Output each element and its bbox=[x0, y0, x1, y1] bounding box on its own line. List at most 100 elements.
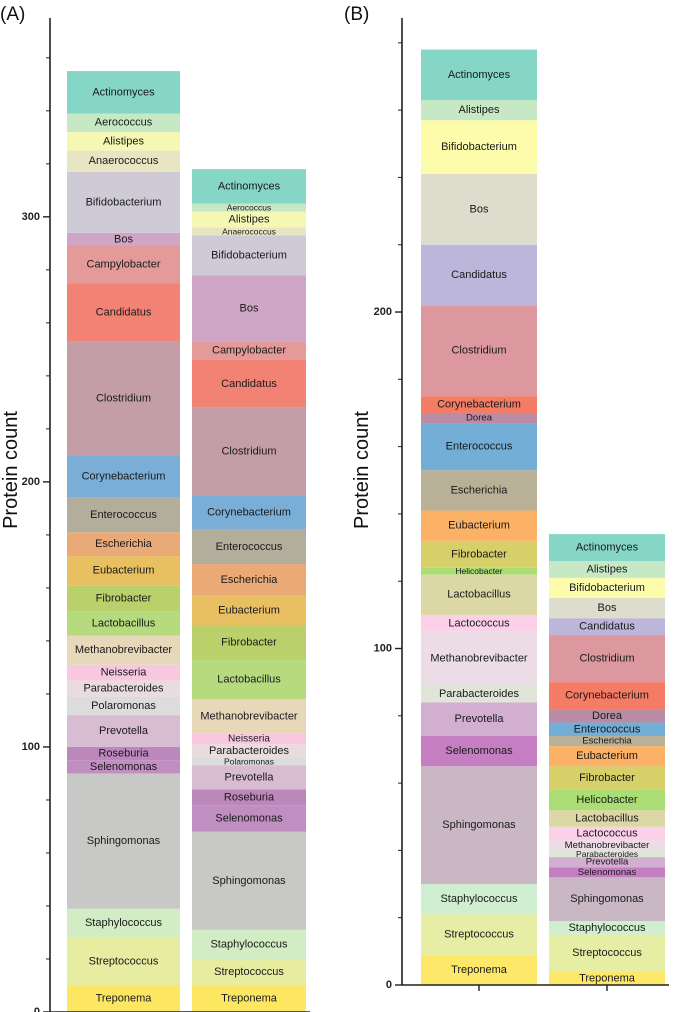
bar-segment-fev-i-corynebacterium bbox=[549, 682, 665, 710]
panel-label: (A) bbox=[0, 4, 25, 25]
segment-label: Lactococcus bbox=[448, 617, 510, 629]
segment-label: Fibrobacter bbox=[451, 548, 507, 560]
bar-segment-fev-h-lactococcus bbox=[421, 614, 537, 632]
bar-segment-fev-h-sphingomonas bbox=[421, 766, 537, 885]
segment-label: Streptococcus bbox=[89, 956, 159, 968]
bar-segment-fev-i-enterococcus bbox=[549, 722, 665, 736]
bar-segment-fc-streptococcus bbox=[67, 937, 180, 986]
bar-segment-fc-lactobacillus bbox=[67, 611, 180, 636]
segment-label: Actinomyces bbox=[448, 69, 511, 81]
segment-label: Aerococcus bbox=[95, 117, 153, 129]
bar-segment-fev-h-escherichia bbox=[421, 470, 537, 511]
bar-segment-fc-fibrobacter bbox=[67, 585, 180, 612]
bar-segment-fev-h-streptococcus bbox=[421, 914, 537, 955]
segment-label: Prevotella bbox=[586, 857, 629, 868]
segment-label: Staphylococcus bbox=[568, 922, 646, 934]
bar-segment-fc-candidatus bbox=[67, 283, 180, 342]
segment-label: Bos bbox=[470, 203, 489, 215]
segment-label: Corynebacterium bbox=[437, 399, 521, 411]
segment-label: Selenomonas bbox=[90, 761, 158, 773]
segment-label: Polaromonas bbox=[91, 700, 156, 712]
bar-segment-fc-eubacterium bbox=[67, 556, 180, 586]
bar-fev-h: Treponema Streptococcus Staphylococcus Sphi… bbox=[421, 49, 537, 985]
bar-segment-fc-prevotella bbox=[67, 715, 180, 747]
segment-label: Staphylococcus bbox=[210, 938, 288, 950]
bar-segment-fev-i-staphylococcus bbox=[549, 921, 665, 935]
segment-label: Dorea bbox=[592, 710, 623, 722]
segment-label: Prevotella bbox=[99, 725, 149, 737]
bar-segment-fevs-alistipes bbox=[192, 211, 306, 228]
segment-label: Streptococcus bbox=[214, 966, 284, 978]
y-axis-title: Protein count bbox=[0, 411, 22, 529]
segment-label: Lactobacillus bbox=[575, 812, 639, 824]
panel-b: Treponema Streptococcus Staphylococcus Sphi… bbox=[344, 4, 669, 991]
segment-label: Methanobrevibacter bbox=[565, 840, 650, 851]
segment-label: Bifidobacterium bbox=[569, 582, 645, 594]
bar-segment-fev-h-alistipes bbox=[421, 100, 537, 121]
segment-label: Selenomonas bbox=[445, 745, 513, 757]
segment-label: Helicobacter bbox=[455, 566, 502, 576]
bar-segment-fevs-anaerococcus bbox=[192, 227, 306, 236]
bar-segment-fc-sphingomonas bbox=[67, 773, 180, 909]
segment-label: Fibrobacter bbox=[221, 636, 277, 648]
segment-label: Candidatus bbox=[96, 306, 152, 318]
bar-segment-fev-i-actinomyces bbox=[549, 534, 665, 562]
bar-segment-fev-h-clostridium bbox=[421, 305, 537, 397]
y-tick-label: 200 bbox=[22, 476, 40, 488]
y-tick-label: 0 bbox=[34, 1006, 40, 1012]
segment-label: Selenomonas bbox=[578, 867, 637, 878]
segment-label: Roseburia bbox=[98, 748, 149, 760]
segment-label: Eubacterium bbox=[218, 604, 280, 616]
bar-segment-fev-h-dorea bbox=[421, 412, 537, 424]
segment-label: Treponema bbox=[579, 972, 636, 984]
bar-segment-fev-h-helicobacter bbox=[421, 567, 537, 575]
segment-label: Clostridium bbox=[579, 653, 634, 665]
segment-label: Treponema bbox=[96, 993, 153, 1005]
y-tick-label: 200 bbox=[374, 306, 392, 318]
bar-segment-fc-anaerococcus bbox=[67, 150, 180, 172]
segment-label: Escherichia bbox=[221, 574, 279, 586]
bar-segment-fev-i-fibrobacter bbox=[549, 766, 665, 790]
bar-segment-fc-methanobrevibacter bbox=[67, 635, 180, 665]
bar-segment-fc-clostridium bbox=[67, 341, 180, 456]
segment-label: Alistipes bbox=[587, 563, 628, 575]
segment-label: Bos bbox=[598, 602, 617, 614]
segment-label: Staphylococcus bbox=[440, 893, 518, 905]
segment-label: Corynebacterium bbox=[565, 690, 649, 702]
bar-segment-fc-aerococcus bbox=[67, 113, 180, 133]
segment-label: Bifidobacterium bbox=[441, 141, 517, 153]
bar-segment-fev-h-eubacterium bbox=[421, 510, 537, 541]
bar-segment-fevs-eubacterium bbox=[192, 595, 306, 626]
segment-label: Candidatus bbox=[579, 621, 635, 633]
segment-label: Staphylococcus bbox=[85, 917, 163, 929]
segment-label: Eubacterium bbox=[448, 520, 510, 532]
bar-segment-fev-i-candidatus bbox=[549, 618, 665, 636]
bar-segment-fev-h-actinomyces bbox=[421, 49, 537, 101]
y-tick-label: 100 bbox=[22, 741, 40, 753]
bar-segment-fc-escherichia bbox=[67, 532, 180, 557]
bar-segment-fevs-escherichia bbox=[192, 564, 306, 596]
bar-segment-fev-h-prevotella bbox=[421, 702, 537, 736]
bar-segment-fev-i-treponema bbox=[549, 971, 665, 985]
segment-label: Anaerococcus bbox=[89, 155, 159, 167]
bar-segment-fev-i-prevotella bbox=[549, 857, 665, 868]
segment-label: Enterococcus bbox=[574, 723, 641, 735]
bar-segment-fev-i-clostridium bbox=[549, 635, 665, 683]
segment-label: Fibrobacter bbox=[579, 772, 635, 784]
bar-segment-fev-i-sphingomonas bbox=[549, 877, 665, 922]
bar-segment-fevs-campylobacter bbox=[192, 341, 306, 360]
segment-label: Methanobrevibacter bbox=[75, 644, 173, 656]
bar-segment-fevs-actinomyces bbox=[192, 169, 306, 204]
segment-label: Anaerococcus bbox=[222, 226, 276, 236]
segment-label: Prevotella bbox=[455, 713, 505, 725]
segment-label: Clostridium bbox=[451, 345, 506, 357]
bar-segment-fc-parabacteroides bbox=[67, 680, 180, 697]
bar-segment-fev-h-enterococcus bbox=[421, 423, 537, 471]
bar-segment-fevs-aerococcus bbox=[192, 203, 306, 212]
bar-segment-fev-h-corynebacterium bbox=[421, 396, 537, 413]
bar-segment-fev-i-lactococcus bbox=[549, 826, 665, 841]
bar-segment-fevs-sphingomonas bbox=[192, 831, 306, 930]
segment-label: Campylobacter bbox=[212, 345, 286, 357]
segment-label: Bifidobacterium bbox=[211, 249, 287, 261]
segment-label: Streptococcus bbox=[444, 929, 514, 941]
